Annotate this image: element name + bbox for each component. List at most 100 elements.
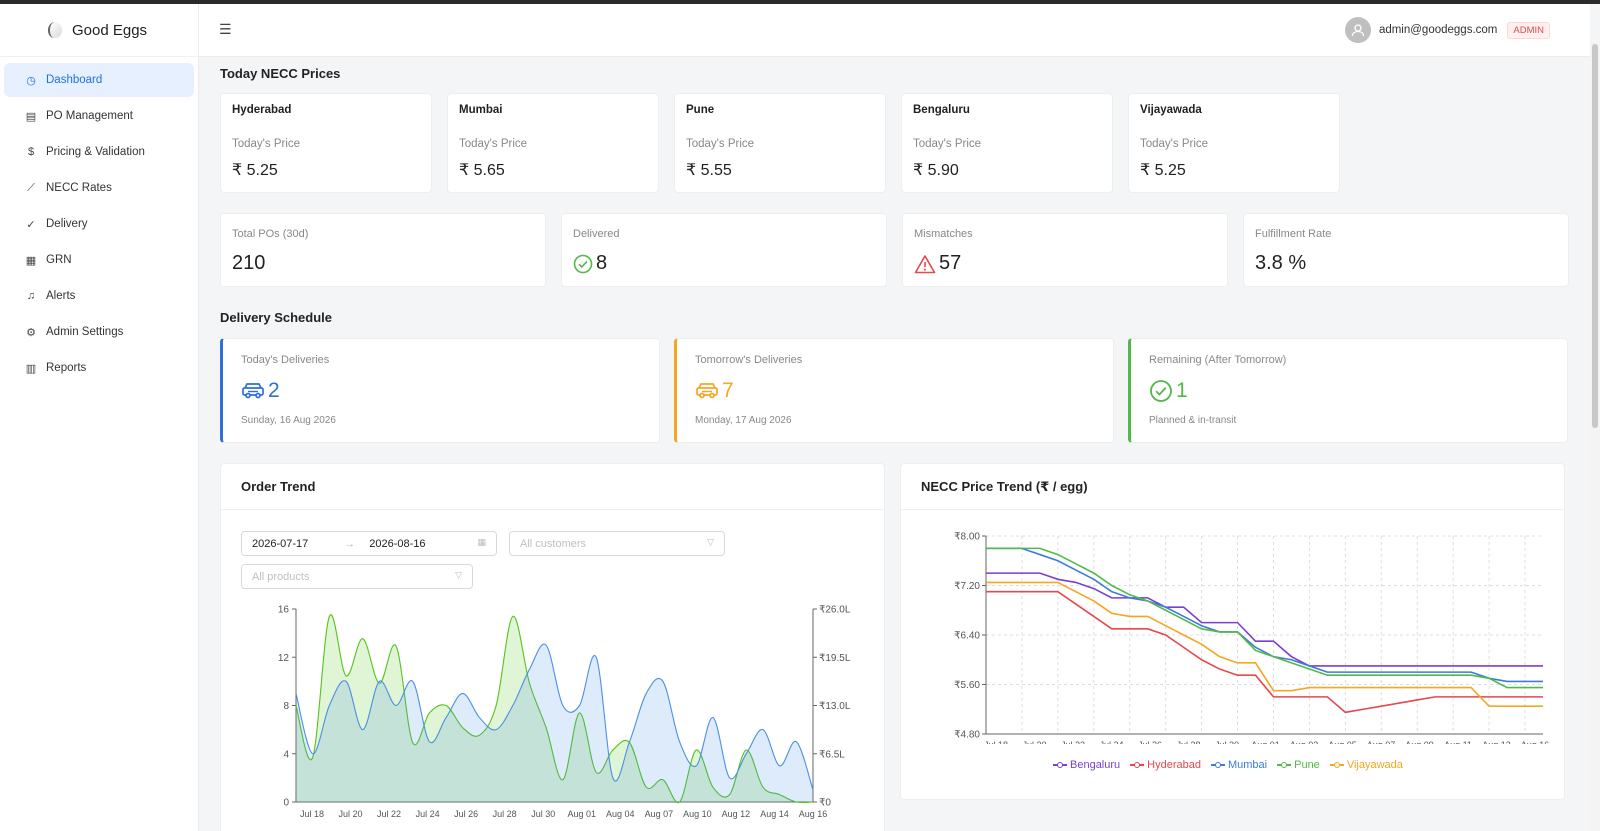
x-tick-label: Jul 20 (339, 809, 363, 819)
right-tick-label: ₹6.5L (819, 749, 845, 760)
sidebar-item-grn[interactable]: ▦ GRN (4, 243, 194, 277)
sidebar-item-label: Pricing & Validation (46, 146, 145, 158)
product-select[interactable]: All products ▽ (241, 564, 473, 589)
building-icon: ▦ (25, 254, 37, 267)
sidebar-item-label: Alerts (46, 290, 76, 302)
sidebar-item-label: GRN (46, 254, 72, 266)
date-range-picker[interactable]: 2026-07-17 → 2026-08-16 ▦ (241, 531, 497, 556)
city-name: Bengaluru (913, 104, 970, 116)
sidebar-item-necc-rates[interactable]: ⟋ NECC Rates (4, 171, 194, 205)
sidebar-item-admin-settings[interactable]: ⚙ Admin Settings (4, 315, 194, 349)
x-tick-label: Jul 22 (377, 809, 401, 819)
x-tick-label: Jul 28 (1176, 740, 1200, 744)
price-label: Today's Price (686, 138, 755, 150)
y-tick-label: ₹4.80 (954, 730, 980, 741)
series-line-pune (986, 547, 1543, 689)
sidebar-item-alerts[interactable]: ♫ Alerts (4, 279, 194, 313)
left-tick-label: 12 (278, 653, 290, 664)
x-tick-label: Jul 18 (984, 740, 1008, 744)
price-value: ₹ 5.55 (686, 162, 732, 179)
end-date[interactable]: 2026-08-16 (369, 537, 426, 550)
legend-marker-icon (1130, 762, 1145, 768)
range-arrow-icon: → (344, 537, 356, 550)
legend-label: Vijayawada (1346, 759, 1403, 771)
document-icon: ▤ (25, 110, 37, 123)
x-tick-label: Aug 13 (1482, 740, 1511, 744)
city-name: Pune (686, 104, 715, 116)
user-avatar-icon[interactable] (1344, 17, 1371, 43)
scrollbar-track[interactable] (1590, 42, 1600, 831)
sidebar-item-label: Delivery (46, 218, 88, 230)
check-circle-icon (1150, 380, 1172, 402)
x-tick-label: Aug 11 (1444, 740, 1472, 744)
price-value: ₹ 5.25 (232, 162, 278, 179)
sidebar-item-dashboard[interactable]: ◷ Dashboard (4, 63, 194, 97)
y-tick-label: ₹6.40 (954, 631, 980, 642)
legend-item-mumbai[interactable]: Mumbai (1210, 759, 1267, 771)
chevron-down-icon: ▽ (707, 537, 714, 547)
sidebar-item-delivery[interactable]: ✓ Delivery (4, 207, 194, 241)
series-line (295, 643, 814, 791)
truck-icon (696, 383, 718, 399)
sidebar-item-po-management[interactable]: ▤ PO Management (4, 99, 194, 133)
legend-marker-icon (1210, 762, 1225, 768)
delivery-count: 1 (1149, 379, 1188, 403)
series-line-hyderabad (986, 590, 1543, 714)
bell-icon: ♫ (26, 290, 36, 302)
legend-item-hyderabad[interactable]: Hyderabad (1130, 759, 1201, 771)
price-card-mumbai: Mumbai Today's Price ₹ 5.65 (447, 93, 659, 193)
price-label: Today's Price (913, 138, 982, 150)
y-tick-label: ₹5.60 (954, 680, 980, 691)
customer-select[interactable]: All customers ▽ (509, 531, 725, 556)
window-top-edge (0, 0, 1600, 4)
x-tick-label: Aug 07 (645, 809, 674, 819)
sidebar-item-label: PO Management (46, 110, 133, 122)
x-tick-label: Jul 26 (1138, 740, 1162, 744)
price-trend-legend: Bengaluru Hyderabad Mumbai Pune Vijayawada (1053, 759, 1413, 771)
x-tick-label: Aug 16 (799, 809, 828, 819)
x-tick-label: Aug 10 (683, 809, 712, 819)
stat-label: Delivered (573, 228, 620, 240)
sidebar-item-label: Admin Settings (46, 326, 124, 338)
sidebar-item-reports[interactable]: ▥ Reports (4, 351, 194, 385)
legend-item-vijayawada[interactable]: Vijayawada (1329, 759, 1403, 771)
x-tick-label: Aug 01 (568, 809, 597, 819)
dollar-icon: $ (27, 146, 35, 158)
right-tick-label: ₹26.0L (819, 605, 851, 616)
brand[interactable]: Good Eggs (0, 4, 198, 57)
stat-value: 210 (232, 252, 266, 274)
y-tick-label: ₹7.20 (954, 581, 980, 592)
dashboard-icon: ◷ (26, 74, 36, 87)
legend-item-bengaluru[interactable]: Bengaluru (1053, 759, 1120, 771)
legend-label: Hyderabad (1147, 759, 1201, 771)
delivery-card-0: Today's Deliveries 2 Sunday, 16 Aug 2026 (220, 338, 660, 443)
left-tick-label: 16 (278, 605, 290, 616)
x-tick-label: Jul 30 (1215, 740, 1239, 744)
user-menu[interactable]: admin@goodeggs.com ADMIN (1344, 17, 1550, 43)
legend-label: Pune (1294, 759, 1320, 771)
x-tick-label: Aug 01 (1251, 740, 1280, 744)
x-tick-label: Jul 24 (1099, 740, 1123, 744)
price-card-pune: Pune Today's Price ₹ 5.55 (674, 93, 886, 193)
sidebar-item-pricing-validation[interactable]: $ Pricing & Validation (4, 135, 194, 169)
delivery-sub: Planned & in-transit (1149, 415, 1237, 426)
role-badge: ADMIN (1507, 21, 1550, 39)
sidebar: Good Eggs ◷ Dashboard ▤ PO Management $ Prici… (0, 4, 199, 831)
order-trend-chart: 16 12 8 4 0 ₹26.0L ₹19.5L ₹13.0L ₹6.5L ₹0 Jul 18 Ju… (278, 605, 851, 820)
x-tick-label: Aug 09 (1405, 740, 1434, 744)
city-name: Mumbai (459, 104, 503, 116)
menu-fold-icon[interactable]: ☰ (219, 21, 232, 37)
left-tick-label: 0 (283, 798, 289, 809)
stat-value: 3.8 % (1255, 252, 1307, 274)
start-date[interactable]: 2026-07-17 (252, 537, 309, 550)
legend-item-pune[interactable]: Pune (1277, 759, 1320, 771)
price-label: Today's Price (1140, 138, 1209, 150)
legend-marker-icon (1329, 762, 1344, 768)
gear-icon: ⚙ (26, 326, 36, 339)
warning-icon (914, 254, 936, 273)
customer-placeholder: All customers (520, 537, 587, 550)
stat-card-total-pos-30d-: Total POs (30d) 210 (220, 213, 546, 287)
legend-marker-icon (1053, 762, 1067, 768)
scrollbar-thumb[interactable] (1592, 44, 1598, 428)
legend-marker-icon (1277, 762, 1292, 768)
